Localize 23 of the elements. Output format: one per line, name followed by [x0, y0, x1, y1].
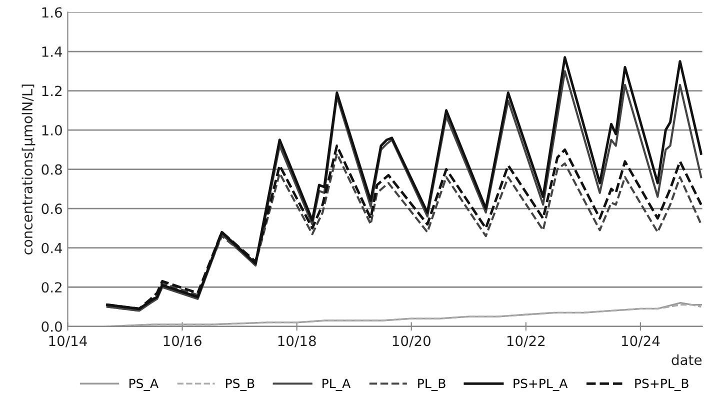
y-tick-label: 0.0: [42, 321, 62, 332]
y-tick-label: 1.4: [42, 46, 62, 57]
y-tick-label: 0.8: [42, 164, 62, 175]
legend-label: PS+PL_B: [635, 378, 688, 391]
y-tick-label: 0.2: [42, 282, 62, 293]
y-tick-label: 1.6: [42, 7, 62, 18]
legend-label: PS_A: [130, 378, 158, 391]
x-tick-label: 10/14: [49, 336, 87, 348]
x-tick-label: 10/20: [392, 336, 430, 348]
y-tick-label: 1.2: [42, 86, 62, 96]
x-axis-title: date: [672, 354, 702, 366]
x-tick-label: 10/18: [278, 336, 316, 348]
y-tick-label: 0.6: [42, 204, 62, 214]
legend-label: PS_B: [226, 378, 254, 391]
legend-label: PS+PL_A: [514, 378, 568, 391]
y-tick-label: 1.0: [42, 125, 62, 136]
x-tick-label: 10/24: [622, 336, 660, 348]
y-tick-label: 0.4: [42, 242, 62, 254]
legend-label: PL_B: [418, 378, 446, 391]
y-axis-title: concentrations[μmolN/L]: [22, 84, 36, 254]
x-tick-label: 10/16: [164, 336, 202, 348]
x-tick-label: 10/22: [507, 336, 545, 348]
legend-label: PL_A: [322, 378, 351, 391]
